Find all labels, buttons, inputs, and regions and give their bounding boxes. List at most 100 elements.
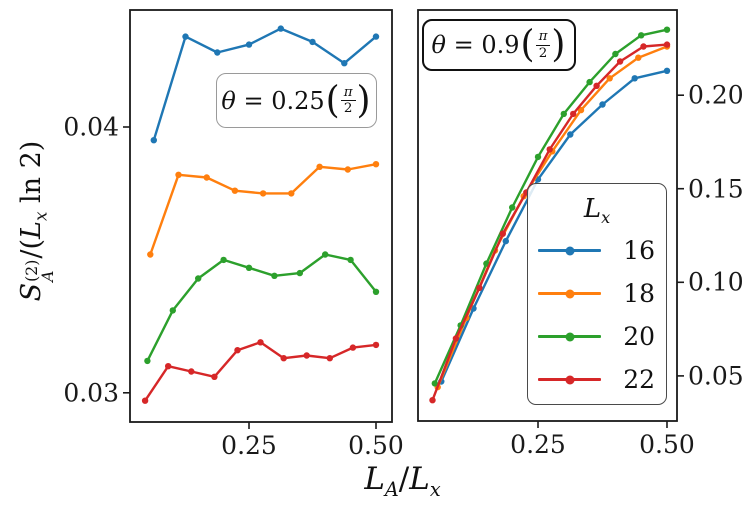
- x-tick-label-right: 0.25: [510, 430, 566, 459]
- data-point-Lx-20: [245, 264, 253, 271]
- fraction-numerator: π: [535, 29, 551, 46]
- data-point-Lx-22: [165, 363, 172, 370]
- data-point-Lx-20: [431, 380, 438, 387]
- data-point-Lx-22: [499, 230, 506, 237]
- data-point-Lx-18: [577, 106, 585, 114]
- data-point-Lx-16: [150, 137, 157, 144]
- left-paren: (: [325, 78, 340, 122]
- right-paren: ): [356, 78, 371, 122]
- data-point-Lx-20: [195, 275, 202, 282]
- data-point-Lx-16: [502, 237, 509, 245]
- legend-title-sub: x: [601, 208, 611, 228]
- data-point-Lx-18: [175, 171, 182, 178]
- axes-frame-left: [129, 9, 393, 423]
- series-line-Lx-22-left: [144, 341, 377, 402]
- data-point-Lx-20: [347, 256, 354, 264]
- ylabel-S: S: [16, 282, 47, 302]
- legend-marker-dot: [565, 332, 574, 341]
- data-point-Lx-16: [245, 41, 253, 48]
- legend-entry-Lx-20: 20: [528, 315, 666, 358]
- data-point-Lx-22: [452, 335, 460, 342]
- data-point-Lx-20: [509, 204, 516, 211]
- legend-line-sample: [538, 332, 601, 341]
- data-point-Lx-16: [182, 33, 189, 40]
- series-line-Lx-20-right: [433, 28, 668, 384]
- data-point-Lx-18: [231, 187, 239, 194]
- legend-entry-Lx-18: 18: [528, 272, 666, 315]
- data-point-Lx-22: [349, 344, 357, 351]
- data-point-Lx-20: [638, 32, 645, 39]
- fraction-numerator: π: [340, 85, 356, 101]
- data-point-Lx-22: [663, 41, 671, 48]
- legend-line-sample: [538, 375, 601, 384]
- data-point-Lx-18: [372, 161, 380, 168]
- ylabel-mid: /(: [16, 238, 47, 259]
- legend-entry-Lx-22: 22: [528, 358, 666, 401]
- data-point-Lx-18: [316, 163, 323, 170]
- data-point-Lx-20: [586, 78, 593, 86]
- data-point-Lx-16: [663, 67, 671, 75]
- legend-marker-dot: [565, 375, 574, 384]
- fraction-denominator: 2: [343, 101, 353, 116]
- series-line-Lx-18-left: [149, 163, 377, 255]
- data-point-Lx-22: [546, 146, 553, 153]
- data-point-Lx-20: [220, 256, 227, 264]
- ylabel-end: ln 2): [16, 140, 47, 212]
- data-point-Lx-22: [570, 110, 577, 118]
- equals: =: [235, 86, 272, 115]
- data-point-Lx-20: [534, 153, 542, 161]
- legend-entry-label: 18: [623, 279, 655, 308]
- x-tick-label-left: 0.50: [348, 431, 404, 460]
- data-point-Lx-22: [280, 355, 287, 362]
- data-point-Lx-20: [296, 269, 303, 277]
- xlabel-sub2: x: [429, 478, 441, 502]
- data-point-Lx-18: [344, 166, 351, 173]
- data-point-Lx-20: [271, 272, 278, 279]
- data-point-Lx-18: [259, 190, 267, 197]
- xlabel-slash: /: [398, 461, 410, 497]
- theta-value: 0.25: [271, 86, 325, 115]
- x-axis-label: LA/Lx: [330, 461, 475, 499]
- series-line-Lx-16-left: [152, 27, 377, 141]
- data-point-Lx-20: [663, 26, 671, 33]
- data-point-Lx-22: [372, 341, 380, 349]
- legend-line-sample: [538, 246, 601, 255]
- data-point-Lx-22: [303, 352, 310, 359]
- y-tick-label-right: 0.10: [688, 267, 744, 297]
- data-point-Lx-16: [567, 131, 574, 138]
- data-point-Lx-16: [372, 33, 380, 40]
- legend-entry-label: 22: [623, 365, 655, 394]
- equals: =: [445, 31, 482, 59]
- y-tick-label-right: 0.05: [688, 361, 744, 391]
- data-point-Lx-18: [606, 75, 613, 82]
- data-point-Lx-16: [631, 75, 638, 82]
- legend-entries: 16 18 20 22: [528, 229, 666, 401]
- data-point-Lx-22: [429, 397, 436, 404]
- axes-frame-right: [417, 9, 678, 422]
- data-point-Lx-22: [211, 373, 218, 380]
- x-tick-label-left: 0.25: [221, 431, 277, 460]
- data-point-Lx-16: [214, 49, 221, 56]
- y-tick-label-right: 0.15: [688, 174, 744, 204]
- data-point-Lx-22: [616, 58, 624, 65]
- fraction-denominator: 2: [538, 45, 548, 61]
- data-point-Lx-20: [144, 357, 151, 365]
- data-point-Lx-22: [141, 397, 149, 404]
- data-point-Lx-18: [288, 190, 295, 197]
- ylabel-supsub: (2) A: [22, 260, 57, 282]
- annotation-theta-left-panel: θ = 0.25(π 2): [216, 73, 377, 128]
- theta-symbol: θ: [221, 86, 236, 115]
- data-point-Lx-16: [277, 25, 284, 32]
- data-point-Lx-22: [476, 284, 483, 292]
- data-point-Lx-22: [593, 82, 600, 90]
- data-point-Lx-20: [169, 307, 176, 314]
- data-point-Lx-18: [635, 54, 642, 61]
- ylabel-L: L: [16, 221, 47, 239]
- ylabel-L-sub: x: [30, 211, 51, 222]
- data-point-Lx-20: [372, 288, 380, 295]
- x-tick-label-right: 0.50: [639, 430, 695, 459]
- y-axis-label: S (2) A/(Lx ln 2): [16, 106, 57, 336]
